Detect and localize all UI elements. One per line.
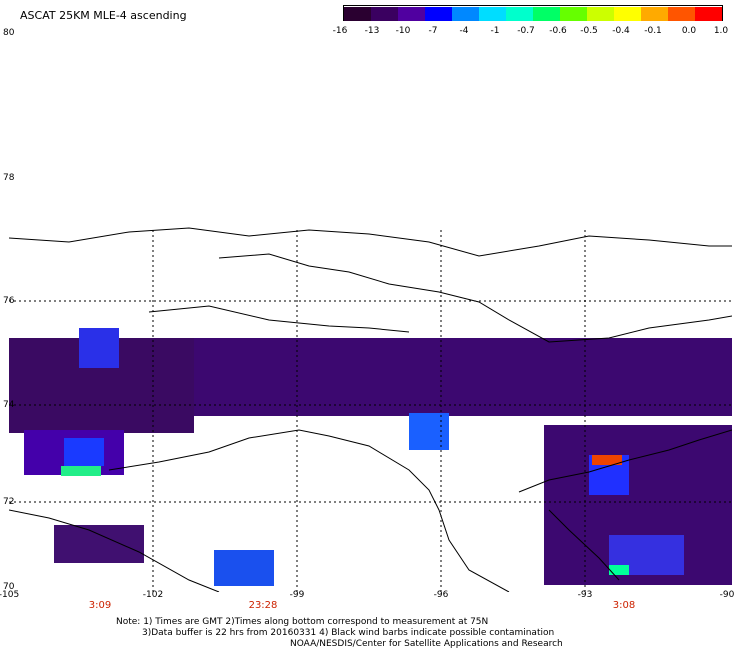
lat-label: 72 <box>3 497 15 507</box>
colorbar-swatch <box>533 7 561 21</box>
credits: NOAA/NESDIS/Center for Satellite Applica… <box>290 639 563 649</box>
colorbar-label: -0.5 <box>580 26 598 36</box>
colorbar-gradient <box>344 7 723 21</box>
map-plot <box>9 227 732 592</box>
lat-label: 80 <box>3 28 15 38</box>
colorbar-swatch <box>668 7 696 21</box>
lat-label: 78 <box>3 173 15 183</box>
wind-data-swaths <box>9 328 732 586</box>
colorbar-label: -1 <box>490 26 500 36</box>
colorbar-swatch <box>371 7 399 21</box>
colorbar-swatch <box>479 7 507 21</box>
lat-label: 76 <box>3 296 15 306</box>
colorbar-swatch <box>560 7 588 21</box>
colorbar-swatch <box>452 7 480 21</box>
colorbar-label: -10 <box>395 26 411 36</box>
map-title: ASCAT 25KM MLE-4 ascending <box>20 9 187 22</box>
lon-label: -90 <box>719 590 735 600</box>
lon-label: -96 <box>433 590 449 600</box>
colorbar-label: -0.4 <box>612 26 630 36</box>
note-line-2: 3)Data buffer is 22 hrs from 20160331 4)… <box>142 628 555 638</box>
colorbar-label: -0.6 <box>549 26 567 36</box>
colorbar-swatch <box>614 7 642 21</box>
colorbar-labels: -16 -13 -10 -7 -4 -1 -0.7 -0.6 -0.5 -0.4… <box>325 26 735 38</box>
colorbar-swatch <box>425 7 453 21</box>
lon-label: -102 <box>142 590 164 600</box>
colorbar-swatch <box>344 7 372 21</box>
colorbar-swatch <box>398 7 426 21</box>
note-line-1: Note: 1) Times are GMT 2)Times along bot… <box>116 617 489 627</box>
lat-label: 74 <box>3 400 15 410</box>
lat-label: 70 <box>3 582 15 592</box>
colorbar-swatch <box>641 7 669 21</box>
time-label: 3:09 <box>88 600 112 611</box>
colorbar-label: -16 <box>332 26 348 36</box>
colorbar-swatch <box>506 7 534 21</box>
colorbar-label: -0.7 <box>517 26 535 36</box>
colorbar-label: -4 <box>459 26 469 36</box>
colorbar-label: -7 <box>428 26 438 36</box>
coastlines <box>9 227 732 592</box>
lon-label: -99 <box>289 590 305 600</box>
time-label: 3:08 <box>612 600 636 611</box>
colorbar-swatch <box>587 7 615 21</box>
lon-label: -105 <box>0 590 20 600</box>
time-label: 23:28 <box>248 600 278 611</box>
colorbar-label: 1.0 <box>713 26 729 36</box>
graticule <box>9 230 732 592</box>
colorbar-label: 0.0 <box>681 26 697 36</box>
colorbar-label: -13 <box>364 26 380 36</box>
lon-label: -93 <box>577 590 593 600</box>
colorbar-swatch <box>695 7 723 21</box>
colorbar <box>343 5 723 21</box>
colorbar-label: -0.1 <box>644 26 662 36</box>
